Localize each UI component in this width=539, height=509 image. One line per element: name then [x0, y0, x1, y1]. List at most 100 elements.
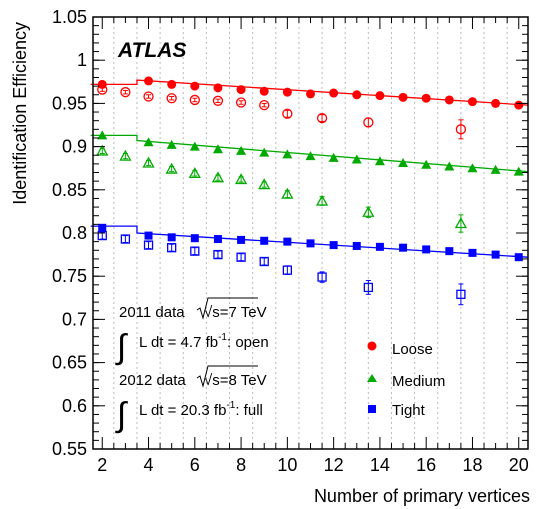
integral-sign-2012: ∫	[115, 396, 128, 434]
point-2012-tight	[213, 235, 222, 244]
annotation-2011-label: 2011 data	[119, 304, 185, 321]
point-2012-loose	[190, 81, 200, 91]
annotation-2012-lumi: L dt = 20.3 fb-1: full	[139, 400, 263, 419]
chart-title: ATLAS	[117, 39, 186, 62]
legend-entry-medium: Medium	[367, 373, 445, 390]
x-tick-label: 2	[97, 455, 107, 475]
point-2011-loose	[120, 87, 131, 98]
annotation-2011-energy: √s=7 TeV	[204, 304, 267, 321]
point-2011-loose	[282, 108, 293, 119]
legend-marker-loose	[367, 341, 377, 351]
point-2012-medium	[444, 161, 455, 171]
y-tick-label: 1	[77, 50, 87, 70]
point-2011-tight	[120, 234, 131, 244]
point-2012-loose	[144, 76, 154, 86]
integral-sign-2011: ∫	[115, 328, 128, 366]
point-2011-tight	[259, 256, 269, 267]
point-2012-tight	[260, 236, 269, 245]
point-2012-tight	[237, 235, 246, 244]
point-2012-tight	[375, 242, 384, 251]
point-2012-loose	[236, 85, 246, 95]
y-tick-label: 0.8	[62, 223, 87, 243]
point-2012-loose	[282, 87, 292, 97]
point-2011-medium	[258, 178, 271, 190]
legend: Loose Medium Tight	[367, 341, 445, 419]
point-2012-tight	[422, 245, 431, 254]
point-2011-loose	[212, 95, 224, 106]
annotation-2012-energy: √s=8 TeV	[204, 372, 267, 389]
point-2012-loose	[213, 83, 223, 93]
point-2011-medium	[281, 187, 294, 199]
x-tick-label: 20	[509, 455, 529, 475]
point-2012-medium	[236, 145, 247, 155]
point-2012-medium	[374, 156, 385, 166]
point-2012-loose	[167, 79, 177, 89]
legend-label-tight: Tight	[392, 402, 426, 419]
point-2012-loose	[375, 91, 385, 101]
point-2012-medium	[189, 141, 200, 151]
point-2011-tight	[190, 246, 200, 256]
point-2011-medium	[315, 194, 329, 206]
point-2012-tight	[98, 223, 107, 232]
point-2011-tight	[167, 243, 177, 253]
point-2011-loose	[189, 94, 200, 106]
point-2012-tight	[283, 237, 292, 246]
x-tick-label: 16	[416, 455, 436, 475]
point-2012-medium	[490, 164, 501, 174]
point-2012-medium	[166, 139, 177, 149]
legend-label-medium: Medium	[392, 373, 445, 390]
point-2012-medium	[143, 137, 154, 147]
legend-marker-medium	[367, 374, 377, 382]
point-2012-loose	[329, 88, 339, 98]
x-axis-label: Number of primary vertices	[314, 486, 530, 506]
point-2012-tight	[144, 231, 153, 240]
point-2012-loose	[398, 92, 408, 102]
y-tick-label: 0.55	[52, 439, 87, 459]
point-2012-tight	[306, 239, 315, 248]
point-2011-tight	[363, 282, 373, 293]
point-2012-medium	[97, 130, 108, 140]
point-2012-loose	[491, 98, 501, 108]
point-2012-tight	[445, 247, 454, 256]
fit-lines	[90, 79, 529, 258]
sqrt-sign-2012	[196, 365, 258, 388]
point-2012-medium	[259, 147, 270, 157]
point-2011-medium	[188, 167, 201, 179]
point-2012-loose	[352, 90, 362, 100]
point-2012-tight	[514, 253, 523, 262]
point-2012-tight	[167, 233, 176, 242]
point-2012-loose	[306, 89, 315, 99]
point-2012-medium	[513, 166, 524, 176]
point-2011-medium	[96, 144, 109, 156]
point-2011-tight	[317, 272, 327, 282]
point-2011-loose	[235, 97, 247, 108]
point-2012-medium	[467, 163, 478, 173]
point-2012-tight	[468, 248, 477, 257]
point-2012-loose	[421, 93, 431, 103]
point-2011-medium	[142, 156, 155, 168]
axes: 2 4 6 8 10 12 14 16 18 20 0.55 0.6 0.65 0.7 0.75 0.8 0.8…	[52, 7, 529, 475]
point-2012-loose	[514, 100, 524, 110]
point-2011-medium	[362, 205, 375, 217]
legend-label-loose: Loose	[392, 341, 433, 358]
y-tick-label: 0.95	[52, 93, 87, 113]
point-2011-loose	[259, 99, 270, 111]
point-2012-loose	[97, 79, 107, 89]
point-2012-medium	[305, 151, 316, 161]
point-2011-tight	[456, 289, 466, 299]
point-2011-loose	[316, 112, 328, 124]
x-tick-label: 12	[324, 455, 344, 475]
point-2012-tight	[190, 234, 199, 243]
x-tick-label: 4	[144, 455, 154, 475]
point-2011-tight	[282, 265, 293, 275]
annotation-2011-lumi: L dt = 4.7 fb-1: open	[139, 332, 269, 351]
sqrt-sign-2011	[196, 297, 258, 320]
point-2012-medium	[421, 159, 432, 169]
point-2012-medium	[328, 152, 339, 162]
point-2012-loose	[467, 97, 477, 107]
point-2011-loose	[143, 91, 154, 102]
point-2011-medium	[234, 173, 248, 185]
legend-marker-tight	[368, 405, 376, 413]
point-2012-medium	[398, 158, 409, 168]
